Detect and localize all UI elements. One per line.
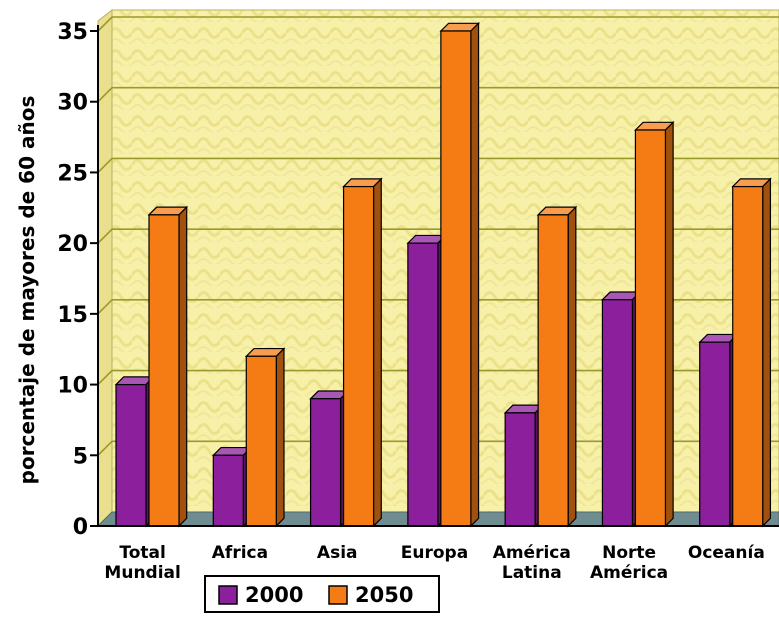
bar	[439, 21, 481, 528]
bar-front	[407, 242, 439, 527]
grid-line	[97, 16, 779, 32]
legend-swatch	[218, 585, 238, 605]
x-tick-labels: Total Mundial Africa Asia Europa América Latin…	[104, 543, 764, 583]
bar-side	[664, 120, 674, 528]
y-tick-label: 25	[57, 161, 88, 186]
x-tick-label: Oceanía	[688, 543, 765, 563]
bar-front	[148, 214, 180, 527]
legend: 2000 2050	[204, 575, 440, 613]
axes	[97, 25, 779, 527]
y-tick-label: 5	[73, 444, 88, 469]
x-tick-label: Asia	[317, 543, 358, 563]
bar-side	[178, 205, 188, 528]
legend-label: 2050	[355, 583, 413, 607]
bar-front	[115, 383, 147, 527]
bar	[147, 205, 189, 528]
bars	[114, 21, 772, 528]
bar-side	[372, 177, 382, 528]
bar-side	[470, 21, 480, 528]
bar-front	[699, 341, 731, 527]
grid-line	[97, 86, 779, 103]
bar	[503, 403, 545, 528]
y-tick-label: 20	[57, 232, 88, 257]
y-tick-label: 10	[57, 374, 88, 399]
bar	[342, 177, 383, 528]
x-tick-label: Africa	[212, 543, 268, 563]
bar	[698, 332, 739, 528]
bar	[114, 375, 156, 528]
bar	[211, 446, 253, 528]
bar-front	[634, 129, 667, 527]
x-tick-label: Total Mundial	[104, 543, 180, 583]
bar-front	[245, 355, 277, 527]
bar	[406, 233, 448, 528]
bar	[633, 120, 675, 528]
y-tick-labels: 0 5 10 15 20 25 30 35	[57, 20, 98, 540]
x-tick-label: Europa	[401, 543, 468, 563]
bar-front	[732, 185, 764, 527]
bar-front	[212, 454, 244, 527]
bar-front	[537, 214, 569, 527]
x-tick-label: Norte América	[590, 543, 668, 583]
bar-side	[275, 347, 285, 528]
bar	[536, 205, 578, 528]
legend-box	[204, 575, 440, 613]
bar	[309, 389, 350, 528]
bar-side	[567, 205, 577, 528]
y-tick-label: 0	[73, 515, 88, 540]
bar-front	[309, 398, 342, 527]
legend-swatch	[328, 585, 348, 605]
x-tick-label: América Latina	[493, 543, 571, 583]
y-tick-label: 15	[57, 303, 88, 328]
y-tick-label: 30	[57, 91, 88, 116]
grid-line	[97, 157, 779, 173]
bar	[600, 290, 642, 528]
legend-label: 2000	[245, 583, 303, 607]
bar-side	[762, 177, 772, 528]
bar-front	[342, 185, 375, 527]
bar-front	[440, 30, 472, 527]
y-axis-label: porcentaje de mayores de 60 años	[15, 96, 39, 485]
bar	[731, 177, 772, 528]
legend-item: 2050	[328, 583, 413, 607]
y-tick-label: 35	[57, 20, 88, 45]
legend-item: 2000	[218, 583, 303, 607]
bar	[244, 347, 286, 528]
bar-front	[601, 299, 634, 527]
bar-front	[504, 412, 536, 527]
